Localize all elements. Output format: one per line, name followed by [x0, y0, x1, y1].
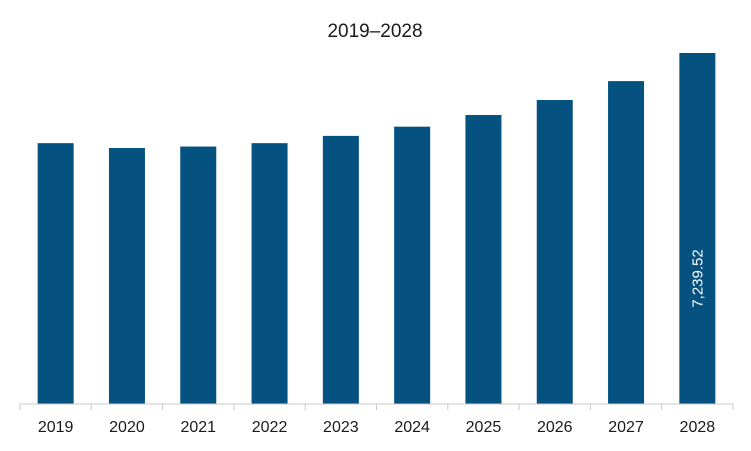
x-tick-label-2028: 2028 [680, 419, 716, 436]
bar-2022 [251, 143, 288, 404]
bar-2028 [679, 53, 716, 404]
bar-2021 [180, 146, 217, 405]
x-tick-label-2021: 2021 [180, 419, 216, 436]
bar-2019 [37, 143, 74, 404]
bar-2020 [108, 148, 145, 404]
bar-2026 [536, 100, 573, 404]
bar-2024 [394, 126, 431, 405]
x-tick-label-2025: 2025 [466, 419, 502, 436]
bar-2025 [465, 115, 502, 405]
x-tick-label-2024: 2024 [394, 419, 430, 436]
x-tick-label-2027: 2027 [608, 419, 644, 436]
bar-series [37, 53, 716, 405]
data-label-2028: 7,239.52 [689, 249, 706, 307]
x-tick-label-2023: 2023 [323, 419, 359, 436]
bar-2023 [322, 135, 359, 404]
x-tick-label-2020: 2020 [109, 419, 145, 436]
x-axis-ticks [19, 404, 734, 410]
x-tick-label-2026: 2026 [537, 419, 573, 436]
chart-title: 2019–2028 [327, 21, 422, 42]
x-tick-label-2022: 2022 [252, 419, 288, 436]
x-tick-label-2019: 2019 [38, 419, 74, 436]
x-axis-tick-labels: 2019 2020 2021 2022 2023 2024 2025 2026 2027 2028 [38, 419, 715, 436]
data-labels: 7,239.52 [689, 249, 706, 307]
bar-2027 [608, 81, 645, 404]
